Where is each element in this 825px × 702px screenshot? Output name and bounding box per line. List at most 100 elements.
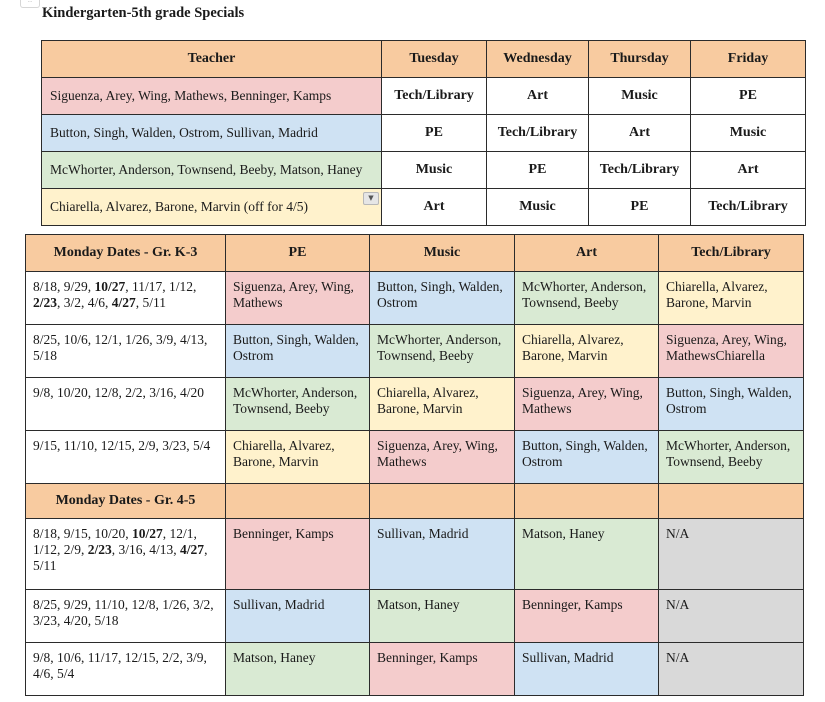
section-empty-cell[interactable] (369, 483, 515, 519)
teacher-group-cell[interactable]: McWhorter, Anderson, Townsend, Beeby, Ma… (41, 151, 382, 189)
table-row: 9/8, 10/6, 11/17, 12/15, 2/2, 3/9, 4/6, … (25, 642, 804, 696)
group-cell[interactable]: Sullivan, Madrid (369, 518, 515, 590)
section-label-g45: Monday Dates - Gr. 4-5 (25, 483, 226, 519)
group-cell[interactable]: Sullivan, Madrid (225, 589, 370, 643)
date-text: , 5/11 (135, 295, 167, 310)
header-art: Art (514, 234, 659, 272)
header-music: Music (369, 234, 515, 272)
header-monday-dates-k3: Monday Dates - Gr. K-3 (25, 234, 226, 272)
teacher-schedule-table: Teacher Tuesday Wednesday Thursday Frida… (41, 40, 806, 226)
table-row: McWhorter, Anderson, Townsend, Beeby, Ma… (41, 151, 806, 189)
group-cell[interactable]: Button, Singh, Walden, Ostrom (369, 271, 515, 325)
group-cell[interactable]: Benninger, Kamps (369, 642, 515, 696)
group-cell[interactable]: N/A (658, 589, 804, 643)
dates-cell[interactable]: 9/8, 10/6, 11/17, 12/15, 2/2, 3/9, 4/6, … (25, 642, 226, 696)
subject-cell[interactable]: Tech/Library (588, 151, 691, 189)
date-emphasis: 4/27 (180, 542, 205, 557)
table-row: Chiarella, Alvarez, Barone, Marvin (off … (41, 188, 806, 226)
header-tuesday: Tuesday (381, 40, 487, 78)
group-cell[interactable]: Siguenza, Arey, Wing, Mathews (225, 271, 370, 325)
section-empty-cell[interactable] (658, 483, 804, 519)
header-thursday: Thursday (588, 40, 691, 78)
header-teacher: Teacher (41, 40, 382, 78)
header-wednesday: Wednesday (486, 40, 589, 78)
date-text: 9/8, 10/6, 11/17, 12/15, 2/2, 3/9, 4/6, … (33, 650, 207, 681)
date-emphasis: 4/27 (111, 295, 136, 310)
group-cell[interactable]: Chiarella, Alvarez, Barone, Marvin (369, 377, 515, 431)
section-empty-cell[interactable] (514, 483, 659, 519)
date-text: 9/8, 10/20, 12/8, 2/2, 3/16, 4/20 (33, 385, 205, 400)
group-cell[interactable]: McWhorter, Anderson, Townsend, Beeby (369, 324, 515, 378)
teacher-group-label: Chiarella, Alvarez, Barone, Marvin (off … (50, 199, 309, 214)
group-cell[interactable]: McWhorter, Anderson, Townsend, Beeby (514, 271, 659, 325)
subject-cell[interactable]: Tech/Library (381, 77, 487, 115)
group-cell[interactable]: McWhorter, Anderson, Townsend, Beeby (225, 377, 370, 431)
dates-cell[interactable]: 8/25, 9/29, 11/10, 12/8, 1/26, 3/2, 3/23… (25, 589, 226, 643)
dates-cell[interactable]: 8/18, 9/15, 10/20, 10/27, 12/1, 1/12, 2/… (25, 518, 226, 590)
subject-cell[interactable]: Music (486, 188, 589, 226)
group-cell[interactable]: Chiarella, Alvarez, Barone, Marvin (225, 430, 370, 484)
date-text: 8/18, 9/15, 10/20, (33, 526, 133, 541)
group-cell[interactable]: N/A (658, 518, 804, 590)
subject-cell[interactable]: Music (588, 77, 691, 115)
group-cell[interactable]: Siguenza, Arey, Wing, MathewsChiarella (658, 324, 804, 378)
subject-cell[interactable]: PE (690, 77, 806, 115)
table-row: Button, Singh, Walden, Ostrom, Sullivan,… (41, 114, 806, 152)
date-text: , 11/17, 1/12, (125, 279, 197, 294)
group-cell[interactable]: McWhorter, Anderson, Townsend, Beeby (658, 430, 804, 484)
subject-cell[interactable]: Art (381, 188, 487, 226)
date-emphasis: 10/27 (94, 279, 126, 294)
teacher-group-cell[interactable]: Chiarella, Alvarez, Barone, Marvin (off … (41, 188, 382, 226)
date-text: 9/15, 11/10, 12/15, 2/9, 3/23, 5/4 (33, 438, 211, 453)
subject-cell[interactable]: Tech/Library (690, 188, 806, 226)
group-cell[interactable]: Chiarella, Alvarez, Barone, Marvin (514, 324, 659, 378)
section-header-row: Monday Dates - Gr. 4-5 (25, 483, 804, 519)
table-row: 8/18, 9/15, 10/20, 10/27, 12/1, 1/12, 2/… (25, 518, 804, 590)
dates-cell[interactable]: 9/8, 10/20, 12/8, 2/2, 3/16, 4/20 (25, 377, 226, 431)
subject-cell[interactable]: Art (486, 77, 589, 115)
group-cell[interactable]: Matson, Haney (514, 518, 659, 590)
group-cell[interactable]: N/A (658, 642, 804, 696)
subject-cell[interactable]: Art (588, 114, 691, 152)
subject-cell[interactable]: Music (690, 114, 806, 152)
group-cell[interactable]: Matson, Haney (369, 589, 515, 643)
subject-cell[interactable]: PE (588, 188, 691, 226)
table-row: 8/25, 10/6, 12/1, 1/26, 3/9, 4/13, 5/18 … (25, 324, 804, 378)
date-text: , 5/11 (33, 542, 208, 573)
chevron-down-icon[interactable]: ▼ (363, 192, 379, 205)
subject-cell[interactable]: Tech/Library (486, 114, 589, 152)
dates-cell[interactable]: 9/15, 11/10, 12/15, 2/9, 3/23, 5/4 (25, 430, 226, 484)
page-title: Kindergarten-5th grade Specials (42, 5, 245, 21)
teacher-group-cell[interactable]: Siguenza, Arey, Wing, Mathews, Benninger… (41, 77, 382, 115)
group-cell[interactable]: Benninger, Kamps (225, 518, 370, 590)
header-pe: PE (225, 234, 370, 272)
group-cell[interactable]: Matson, Haney (225, 642, 370, 696)
date-emphasis: 2/23 (33, 295, 58, 310)
group-cell[interactable]: Button, Singh, Walden, Ostrom (658, 377, 804, 431)
header-tech-library: Tech/Library (658, 234, 804, 272)
date-text: 8/25, 9/29, 11/10, 12/8, 1/26, 3/2, 3/23… (33, 597, 214, 628)
subject-cell[interactable]: Music (381, 151, 487, 189)
monday-rotation-table: Monday Dates - Gr. K-3 PE Music Art Tech… (25, 234, 804, 696)
subject-cell[interactable]: PE (486, 151, 589, 189)
subject-cell[interactable]: Art (690, 151, 806, 189)
table-row: 9/8, 10/20, 12/8, 2/2, 3/16, 4/20 McWhor… (25, 377, 804, 431)
table-drag-handle[interactable]: ·· (20, 0, 40, 8)
teacher-group-cell[interactable]: Button, Singh, Walden, Ostrom, Sullivan,… (41, 114, 382, 152)
dates-cell[interactable]: 8/25, 10/6, 12/1, 1/26, 3/9, 4/13, 5/18 (25, 324, 226, 378)
group-cell[interactable]: Sullivan, Madrid (514, 642, 659, 696)
date-text: , 3/2, 4/6, (57, 295, 112, 310)
date-emphasis: 2/23 (87, 542, 112, 557)
group-cell[interactable]: Button, Singh, Walden, Ostrom (514, 430, 659, 484)
dates-cell[interactable]: 8/18, 9/29, 10/27, 11/17, 1/12, 2/23, 3/… (25, 271, 226, 325)
group-cell[interactable]: Button, Singh, Walden, Ostrom (225, 324, 370, 378)
date-text: , 12/1, 1/12, 2/9, (33, 526, 197, 557)
group-cell[interactable]: Siguenza, Arey, Wing, Mathews (369, 430, 515, 484)
group-cell[interactable]: Siguenza, Arey, Wing, Mathews (514, 377, 659, 431)
date-text: , 3/16, 4/13, (111, 542, 181, 557)
subject-cell[interactable]: PE (381, 114, 487, 152)
group-cell[interactable]: Chiarella, Alvarez, Barone, Marvin (658, 271, 804, 325)
group-cell[interactable]: Benninger, Kamps (514, 589, 659, 643)
date-emphasis: 10/27 (132, 526, 163, 541)
section-empty-cell[interactable] (225, 483, 370, 519)
